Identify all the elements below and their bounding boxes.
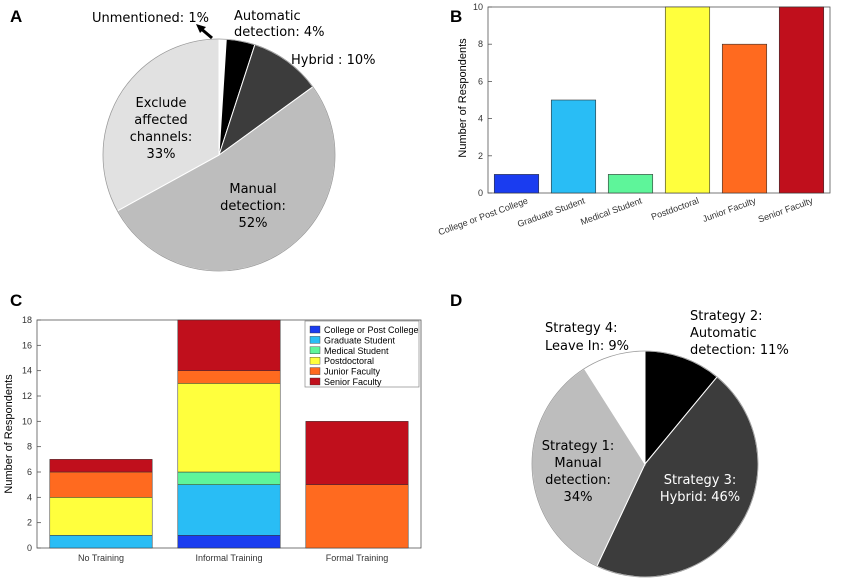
x-tick-label-c: Formal Training	[326, 553, 389, 563]
pie-d-label-s3-2: Hybrid: 46%	[660, 490, 740, 505]
y-tick-label-c: 4	[27, 492, 32, 502]
legend-label-college-or-post-college: College or Post College	[324, 325, 419, 335]
bar-graduate-student	[550, 99, 597, 194]
bar-postdoctoral	[664, 6, 711, 194]
y-axis-title-b: Number of Respondents	[457, 38, 469, 158]
pie-a-outline	[102, 38, 336, 272]
stack-no-training-postdoctoral	[49, 497, 153, 536]
pie-a-label-manual-1: Manual	[229, 182, 276, 197]
panel-letter-a: A	[10, 7, 22, 26]
pie-d-label-s4-2: Leave In: 9%	[545, 339, 629, 354]
stack-informal-training-senior-faculty	[177, 319, 281, 371]
bar-college-or-post-college	[493, 174, 540, 194]
pie-a-label-exclude-4: 33%	[147, 147, 176, 162]
pie-a-arrow-head	[196, 24, 206, 33]
stack-no-training-junior-faculty	[49, 471, 153, 498]
y-tick-label-b: 10	[473, 2, 483, 12]
legend-swatch-postdoctoral	[309, 357, 321, 365]
stack-informal-training-junior-faculty	[177, 370, 281, 384]
stack-informal-training-graduate-student	[177, 484, 281, 536]
pie-a-label-automatic-2: detection: 4%	[234, 25, 325, 40]
pie-a-label-exclude-3: channels:	[130, 130, 193, 145]
y-tick-label-c: 2	[27, 518, 32, 528]
pie-a-labels: Unmentioned: 1% Automatic detection: 4% …	[92, 9, 375, 231]
legend-label-junior-faculty: Junior Faculty	[324, 367, 381, 377]
pie-a-label-exclude-2: affected	[134, 113, 187, 128]
stack-informal-training-medical-student	[177, 471, 281, 485]
stack-no-training-graduate-student	[49, 535, 153, 549]
stack-informal-training-postdoctoral	[177, 383, 281, 473]
legend-swatch-junior-faculty	[309, 367, 321, 375]
pie-d-label-s1-1: Strategy 1:	[542, 439, 614, 454]
x-tick-label-c: No Training	[78, 553, 124, 563]
x-tick-label-b: College or Post College	[437, 195, 529, 237]
legend-label-senior-faculty: Senior Faculty	[324, 377, 382, 387]
bar-medical-student	[607, 174, 654, 194]
y-tick-label-b: 8	[478, 39, 483, 49]
pie-a-label-automatic-1: Automatic	[234, 9, 301, 24]
x-tick-label-b: Medical Student	[579, 195, 644, 227]
pie-d-outline	[531, 350, 759, 578]
y-tick-label-c: 0	[27, 543, 32, 553]
x-tick-label-c: Informal Training	[195, 553, 262, 563]
panel-letter-b: B	[450, 7, 462, 26]
y-tick-label-c: 10	[22, 416, 32, 426]
bar-junior-faculty	[721, 43, 768, 194]
pie-chart-a	[102, 38, 336, 272]
legend-label-postdoctoral: Postdoctoral	[324, 356, 374, 366]
pie-d-label-s3-1: Strategy 3:	[664, 473, 736, 488]
pie-d-label-s1-2: Manual	[554, 456, 601, 471]
y-tick-label-c: 12	[22, 391, 32, 401]
y-tick-label-b: 0	[478, 188, 483, 198]
y-tick-label-b: 2	[478, 151, 483, 161]
stack-no-training-senior-faculty	[49, 459, 153, 473]
panel-letter-d: D	[450, 291, 462, 310]
pie-d-label-s2-3: detection: 11%	[690, 343, 789, 358]
y-tick-label-c: 6	[27, 467, 32, 477]
pie-chart-d	[531, 350, 759, 578]
legend-swatch-college-or-post-college	[309, 325, 321, 334]
legend-label-medical-student: Medical Student	[324, 346, 389, 356]
y-tick-label-b: 6	[478, 76, 483, 86]
y-tick-label-c: 14	[22, 366, 32, 376]
plot-frame-b	[487, 6, 831, 194]
bar-senior-faculty	[778, 6, 825, 194]
stack-formal-training-junior-faculty	[305, 484, 409, 549]
pie-a-label-manual-2: detection:	[220, 199, 286, 214]
pie-d-labels: Strategy 4: Leave In: 9% Strategy 2: Aut…	[542, 309, 789, 505]
pie-a-label-exclude-1: Exclude	[136, 96, 187, 111]
x-tick-label-b: Junior Faculty	[701, 195, 758, 224]
x-tick-label-b: Senior Faculty	[757, 195, 815, 224]
pie-a-label-unmentioned: Unmentioned: 1%	[92, 11, 209, 26]
y-axis-title-c: Number of Respondents	[3, 374, 15, 494]
legend-swatch-senior-faculty	[309, 377, 321, 386]
panel-letter-c: C	[10, 291, 22, 310]
pie-d-label-s1-3: detection:	[545, 473, 611, 488]
legend-c-box	[304, 320, 420, 388]
pie-a-label-hybrid: Hybrid : 10%	[291, 53, 375, 68]
y-tick-label-b: 4	[478, 114, 483, 124]
pie-a-label-manual-3: 52%	[239, 216, 268, 231]
y-tick-label-c: 18	[22, 315, 32, 325]
legend-label-graduate-student: Graduate Student	[324, 335, 396, 345]
pie-d-label-s4-1: Strategy 4:	[545, 321, 617, 336]
stack-formal-training-senior-faculty	[305, 421, 409, 485]
x-tick-label-b: Postdoctoral	[650, 195, 700, 222]
pie-d-label-s2-1: Strategy 2:	[690, 309, 762, 324]
pie-d-label-s1-4: 34%	[564, 490, 593, 505]
legend-swatch-graduate-student	[309, 336, 321, 344]
y-tick-label-c: 16	[22, 340, 32, 350]
y-tick-label-c: 8	[27, 442, 32, 452]
pie-d-label-s2-2: Automatic	[690, 326, 757, 341]
stack-informal-training-college-or-post-college	[177, 535, 281, 549]
legend-swatch-medical-student	[309, 346, 321, 354]
